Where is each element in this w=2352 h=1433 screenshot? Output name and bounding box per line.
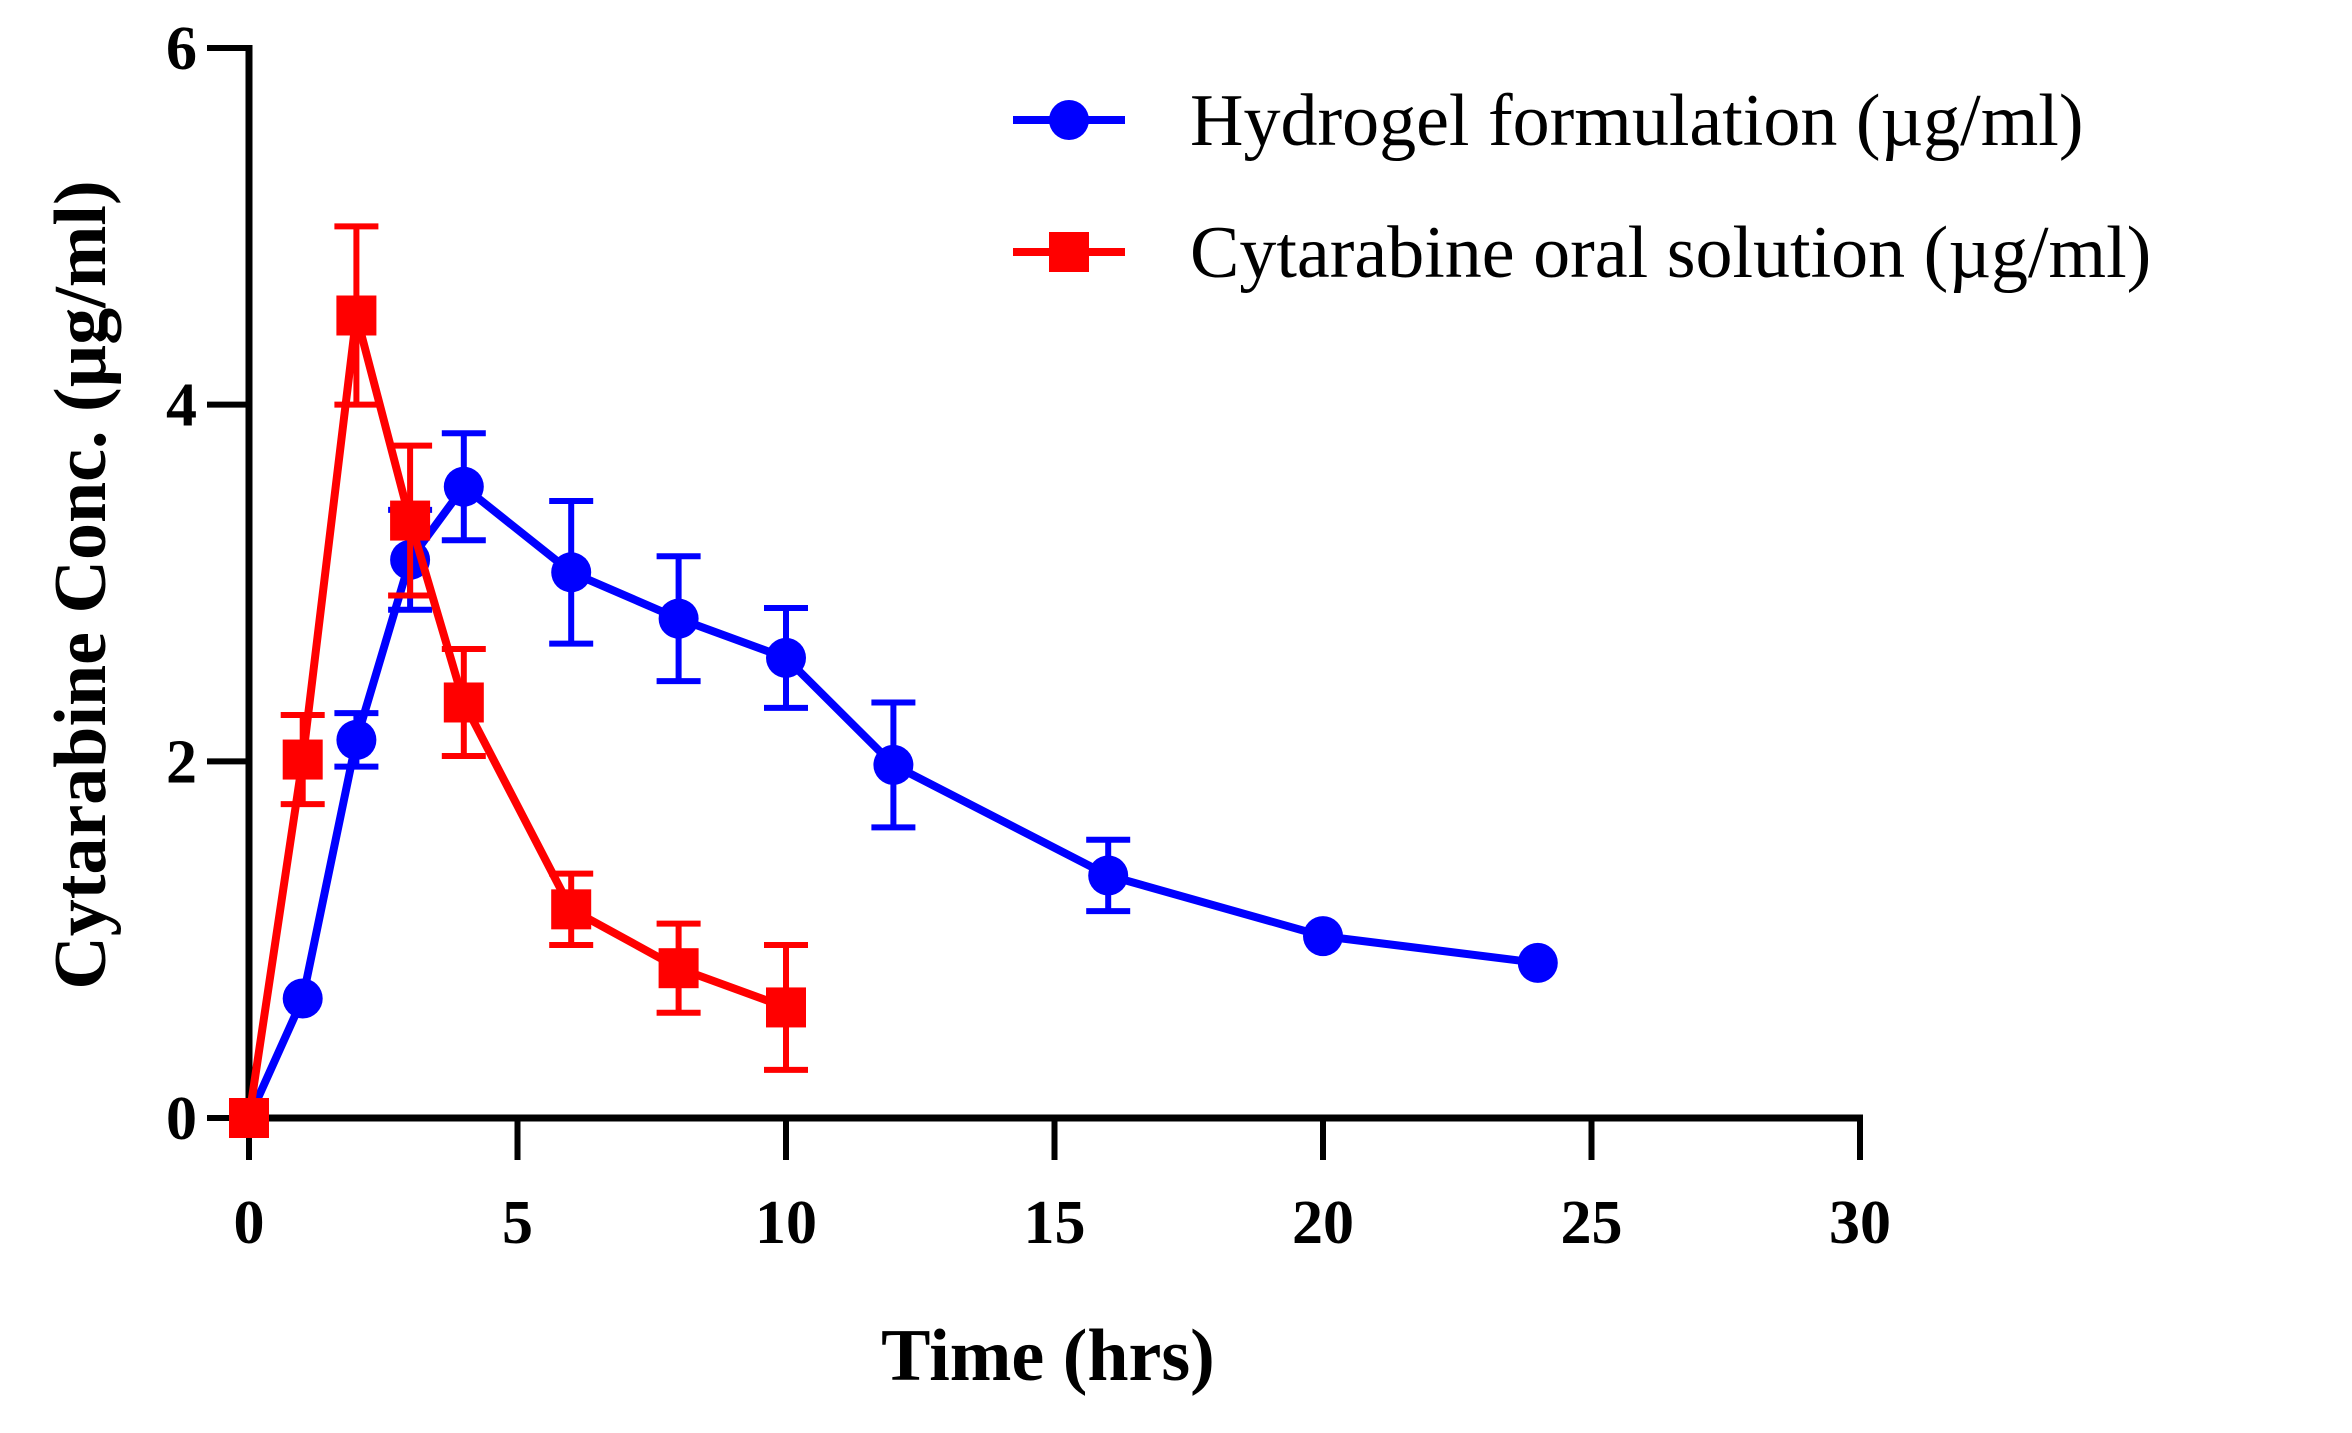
x-tick-label: 0 [234, 1189, 265, 1257]
y-tick-label: 4 [166, 372, 197, 440]
data-point [443, 682, 484, 723]
data-point [336, 719, 377, 760]
x-tick-label: 10 [755, 1189, 817, 1257]
legend: Hydrogel formulation (µg/ml) Cytarabine … [1013, 80, 2151, 294]
x-tick-label: 20 [1292, 1189, 1354, 1257]
x-tick-label: 30 [1829, 1189, 1891, 1257]
data-point [766, 987, 806, 1028]
y-tick-label: 0 [166, 1085, 197, 1153]
data-point [336, 295, 377, 336]
data-point [551, 889, 592, 930]
data-point [658, 948, 699, 989]
data-point [658, 598, 699, 639]
y-tick-label: 2 [166, 728, 197, 796]
data-point [443, 466, 484, 507]
data-point [282, 739, 323, 780]
data-point [229, 1098, 269, 1138]
axes: 0 5 10 15 20 25 30 0 2 4 6 [166, 15, 1891, 1257]
series-1 [229, 223, 808, 1138]
series-line [245, 482, 1539, 1120]
legend-swatch-oral-solution-marker [1049, 232, 1089, 272]
legend-label-oral-solution: Cytarabine oral solution (µg/ml) [1190, 212, 2151, 294]
legend-item-hydrogel: Hydrogel formulation (µg/ml) [1013, 80, 2083, 162]
data-point [873, 744, 914, 785]
data-point [766, 637, 806, 678]
legend-label-hydrogel: Hydrogel formulation (µg/ml) [1190, 80, 2083, 162]
x-axis-title: Time (hrs) [881, 1315, 1215, 1397]
legend-swatch-hydrogel-marker [1049, 100, 1089, 140]
series-line [245, 311, 788, 1119]
data-point [1303, 916, 1343, 957]
data-point [1088, 855, 1129, 896]
x-tick-label: 25 [1561, 1189, 1623, 1257]
series-layer [229, 223, 1558, 1138]
data-point [1517, 942, 1558, 983]
y-axis-title: Cytarabine Conc. (µg/ml) [40, 180, 122, 989]
data-point [551, 552, 592, 593]
x-tick-label: 5 [502, 1189, 533, 1257]
data-point [282, 978, 323, 1019]
data-point [390, 500, 431, 541]
legend-item-oral-solution: Cytarabine oral solution (µg/ml) [1013, 212, 2151, 294]
y-tick-label: 6 [166, 15, 197, 83]
x-tick-label: 15 [1024, 1189, 1086, 1257]
